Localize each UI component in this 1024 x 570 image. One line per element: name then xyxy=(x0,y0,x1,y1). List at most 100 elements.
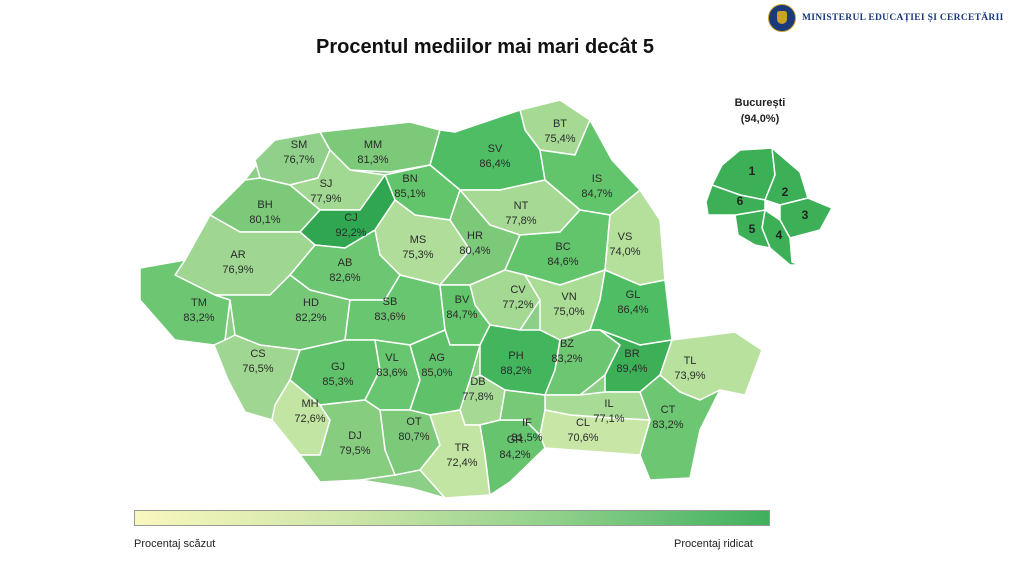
county-value-TL: 73,9% xyxy=(674,370,705,382)
sector-3-label: 3 xyxy=(802,208,809,222)
county-value-BZ: 83,2% xyxy=(551,353,582,365)
county-value-SM: 76,7% xyxy=(283,154,314,166)
county-code-CL: CL xyxy=(576,417,590,429)
county-code-CS: CS xyxy=(250,348,265,360)
sector-5-label: 5 xyxy=(749,222,756,236)
county-value-VN: 75,0% xyxy=(553,306,584,318)
county-code-TR: TR xyxy=(455,442,470,454)
county-value-SJ: 77,9% xyxy=(310,193,341,205)
county-value-MS: 75,3% xyxy=(402,249,433,261)
county-code-DB: DB xyxy=(470,376,485,388)
county-code-VN: VN xyxy=(561,291,576,303)
county-code-SJ: SJ xyxy=(320,178,333,190)
county-value-AR: 76,9% xyxy=(222,264,253,276)
county-value-SB: 83,6% xyxy=(374,311,405,323)
county-value-TM: 83,2% xyxy=(183,312,214,324)
county-value-HD: 82,2% xyxy=(295,312,326,324)
county-code-BR: BR xyxy=(624,348,639,360)
county-code-SM: SM xyxy=(291,139,308,151)
county-code-IL: IL xyxy=(604,398,613,410)
county-CT[interactable] xyxy=(639,374,721,481)
county-code-AG: AG xyxy=(429,352,445,364)
county-code-CJ: CJ xyxy=(344,212,357,224)
bucharest-value: (94,0%) xyxy=(741,113,780,125)
county-value-GL: 86,4% xyxy=(617,304,648,316)
county-code-IS: IS xyxy=(592,173,602,185)
sector-6-label: 6 xyxy=(737,194,744,208)
county-code-AB: AB xyxy=(338,257,353,269)
county-value-IF: 81,5% xyxy=(511,432,542,444)
county-value-CV: 77,2% xyxy=(502,299,533,311)
county-value-BR: 89,4% xyxy=(616,363,647,375)
county-code-CV: CV xyxy=(510,284,526,296)
county-code-OT: OT xyxy=(406,416,422,428)
sector-1-label: 1 xyxy=(749,164,756,178)
county-value-AB: 82,6% xyxy=(329,272,360,284)
county-value-DJ: 79,5% xyxy=(339,445,370,457)
county-code-TM: TM xyxy=(191,297,207,309)
legend-high-label: Procentaj ridicat xyxy=(674,538,753,550)
county-value-BC: 84,6% xyxy=(547,256,578,268)
county-value-VL: 83,6% xyxy=(376,367,407,379)
county-code-CT: CT xyxy=(661,404,676,416)
county-value-SV: 86,4% xyxy=(479,158,510,170)
county-value-GJ: 85,3% xyxy=(322,376,353,388)
county-code-BN: BN xyxy=(402,173,417,185)
county-code-AR: AR xyxy=(230,249,245,261)
sector-2-label: 2 xyxy=(782,185,789,199)
county-code-BZ: BZ xyxy=(560,338,574,350)
county-code-NT: NT xyxy=(514,200,529,212)
county-value-IS: 84,7% xyxy=(581,188,612,200)
county-value-CL: 70,6% xyxy=(567,432,598,444)
county-code-VS: VS xyxy=(618,231,633,243)
county-code-TL: TL xyxy=(684,355,697,367)
county-code-HR: HR xyxy=(467,230,483,242)
county-code-GL: GL xyxy=(626,289,641,301)
county-value-MH: 72,6% xyxy=(294,413,325,425)
county-code-IF: IF xyxy=(522,417,532,429)
county-value-VS: 74,0% xyxy=(609,246,640,258)
county-code-GR: GR xyxy=(507,434,524,446)
county-value-TR: 72,4% xyxy=(446,457,477,469)
county-value-GR: 84,2% xyxy=(499,449,530,461)
county-code-SB: SB xyxy=(383,296,398,308)
county-code-BH: BH xyxy=(257,199,272,211)
county-value-OT: 80,7% xyxy=(398,431,429,443)
county-code-MH: MH xyxy=(301,398,318,410)
county-code-MS: MS xyxy=(410,234,427,246)
county-value-CS: 76,5% xyxy=(242,363,273,375)
county-code-PH: PH xyxy=(508,350,523,362)
sector-4-label: 4 xyxy=(776,228,783,242)
county-value-CT: 83,2% xyxy=(652,419,683,431)
county-TM[interactable] xyxy=(139,259,231,346)
map-title: Procentul mediilor mai mari decât 5 xyxy=(316,36,654,58)
county-DJ[interactable] xyxy=(299,399,396,483)
county-value-BH: 80,1% xyxy=(249,214,280,226)
county-value-IL: 77,1% xyxy=(593,413,624,425)
county-code-BV: BV xyxy=(455,294,470,306)
county-value-MM: 81,3% xyxy=(357,154,388,166)
county-value-NT: 77,8% xyxy=(505,215,536,227)
county-value-AG: 85,0% xyxy=(421,367,452,379)
county-value-BV: 84,7% xyxy=(446,309,477,321)
coat-of-arms-icon xyxy=(768,4,796,32)
county-code-BT: BT xyxy=(553,118,567,130)
legend-gradient-bar xyxy=(134,510,770,526)
ministry-name: MINISTERUL EDUCAȚIEI ȘI CERCETĂRII xyxy=(802,13,1004,23)
bucharest-sector-6[interactable] xyxy=(705,184,766,216)
county-value-PH: 88,2% xyxy=(500,365,531,377)
bucharest-name: București xyxy=(735,97,786,109)
county-value-HR: 80,4% xyxy=(459,245,490,257)
county-code-SV: SV xyxy=(488,143,503,155)
county-code-HD: HD xyxy=(303,297,319,309)
county-code-DJ: DJ xyxy=(348,430,361,442)
county-code-BC: BC xyxy=(555,241,570,253)
county-value-BT: 75,4% xyxy=(544,133,575,145)
county-value-CJ: 92,2% xyxy=(335,227,366,239)
county-code-VL: VL xyxy=(385,352,398,364)
county-value-BN: 85,1% xyxy=(394,188,425,200)
county-code-GJ: GJ xyxy=(331,361,345,373)
county-code-MM: MM xyxy=(364,139,382,151)
county-value-DB: 77,8% xyxy=(462,391,493,403)
